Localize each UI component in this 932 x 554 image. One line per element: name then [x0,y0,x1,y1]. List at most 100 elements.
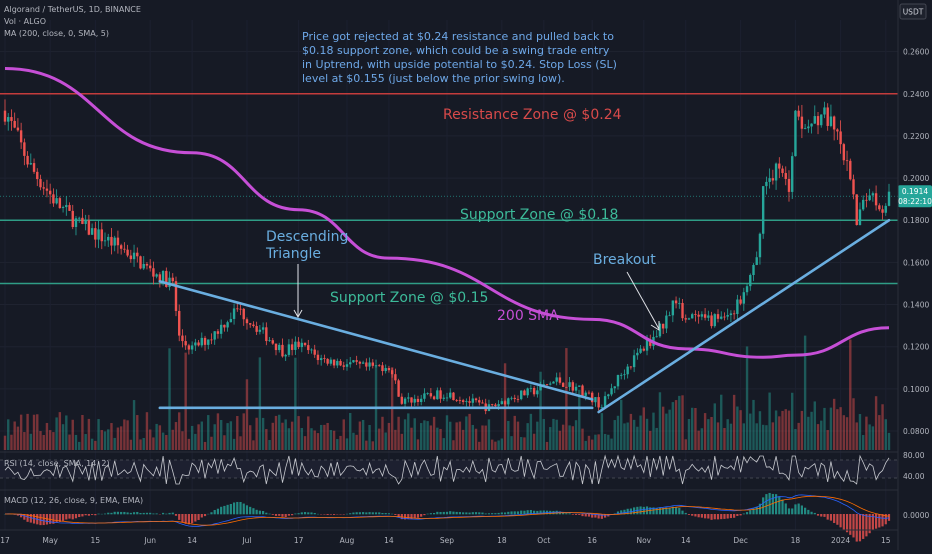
volume-bar [656,428,658,450]
macd-hist-bar [220,507,222,514]
candle-body [723,317,725,318]
macd-hist-bar [149,513,151,514]
candle-body [13,121,15,128]
candle-body [572,382,574,390]
macd-hist-bar [256,510,258,515]
macd-hist-bar [820,514,822,517]
volume-bar [443,438,445,450]
candle-body [46,189,48,191]
candle-body [804,128,806,129]
candle-body [678,303,680,304]
candle-body [288,344,290,355]
time-tick-label: Jun [143,536,156,545]
volume-bar [97,419,99,450]
candle-body [788,179,790,192]
volume-bar [552,419,554,450]
candle-body [181,336,183,341]
volume-bar [68,435,70,450]
volume-bar [210,437,212,450]
volume-bar [455,422,457,450]
macd-hist-bar [107,513,109,515]
candle-body [594,397,596,402]
candle-body [439,390,441,398]
candle-body [443,398,445,399]
macd-hist-bar [830,514,832,521]
candle-body [717,314,719,319]
macd-hist-bar [481,513,483,515]
macd-hist-bar [462,512,464,514]
macd-hist-bar [698,514,700,517]
candle-body [656,336,658,337]
volume-bar [585,441,587,450]
volume-bar [568,425,570,450]
currency-badge[interactable]: USDT [900,4,926,19]
volume-bar [491,440,493,450]
candle-body [65,205,67,207]
volume-bar [501,438,503,450]
macd-hist-bar [194,514,196,522]
candle-body [39,179,41,187]
macd-hist-bar [514,511,516,514]
time-tick-label: 17 [294,536,304,545]
candle-body [746,286,748,292]
volume-bar [723,428,725,450]
time-tick-label: 15 [91,536,101,545]
candle-body [217,331,219,334]
macd-hist-bar [846,514,848,532]
macd-hist-bar [491,513,493,514]
candle-body [514,398,516,399]
volume-bar [162,433,164,450]
candle-body [720,317,722,319]
candle-body [749,275,751,286]
volume-bar [639,416,641,450]
macd-hist-bar [685,513,687,514]
candle-body [636,353,638,355]
volume-bar [139,439,141,450]
macd-hist-bar [781,500,783,515]
macd-hist-bar [217,509,219,515]
volume-bar [214,424,216,450]
volume-bar [49,430,51,450]
candle-body [562,383,564,387]
volume-bar [323,425,325,450]
macd-legend: MACD (12, 26, close, 9, EMA, EMA) [4,496,143,505]
volume-bar [459,422,461,450]
volume-bar [117,428,119,450]
macd-hist-bar [710,514,712,520]
volume-bar [865,417,867,450]
candle-body [43,187,45,188]
candle-body [307,345,309,350]
volume-bar [262,418,264,450]
candle-body [481,403,483,404]
candle-body [404,399,406,404]
candle-body [210,339,212,340]
candle-body [885,206,887,213]
macd-hist-bar [743,514,745,515]
macd-hist-bar [504,512,506,514]
volume-bar [178,412,180,450]
macd-hist-bar [75,514,77,518]
volume-bar [123,419,125,450]
candle-body [533,388,535,394]
candle-body [259,330,261,332]
candle-body [697,315,699,317]
macd-hist-bar [352,513,354,515]
candle-body [714,314,716,326]
candle-body [262,327,264,329]
volume-bar [626,423,628,450]
macd-hist-bar [823,514,825,517]
candle-body [381,365,383,371]
candle-body [575,387,577,391]
volume-bar [543,419,545,450]
volume-bar [339,436,341,450]
volume-bar [239,436,241,450]
candle-body [614,386,616,388]
candle-body [856,194,858,225]
volume-bar [678,396,680,450]
candle-body [417,399,419,402]
macd-hist-bar [359,512,361,514]
time-tick-label: May [42,536,58,545]
candle-body [243,309,245,319]
candle-body [817,116,819,125]
